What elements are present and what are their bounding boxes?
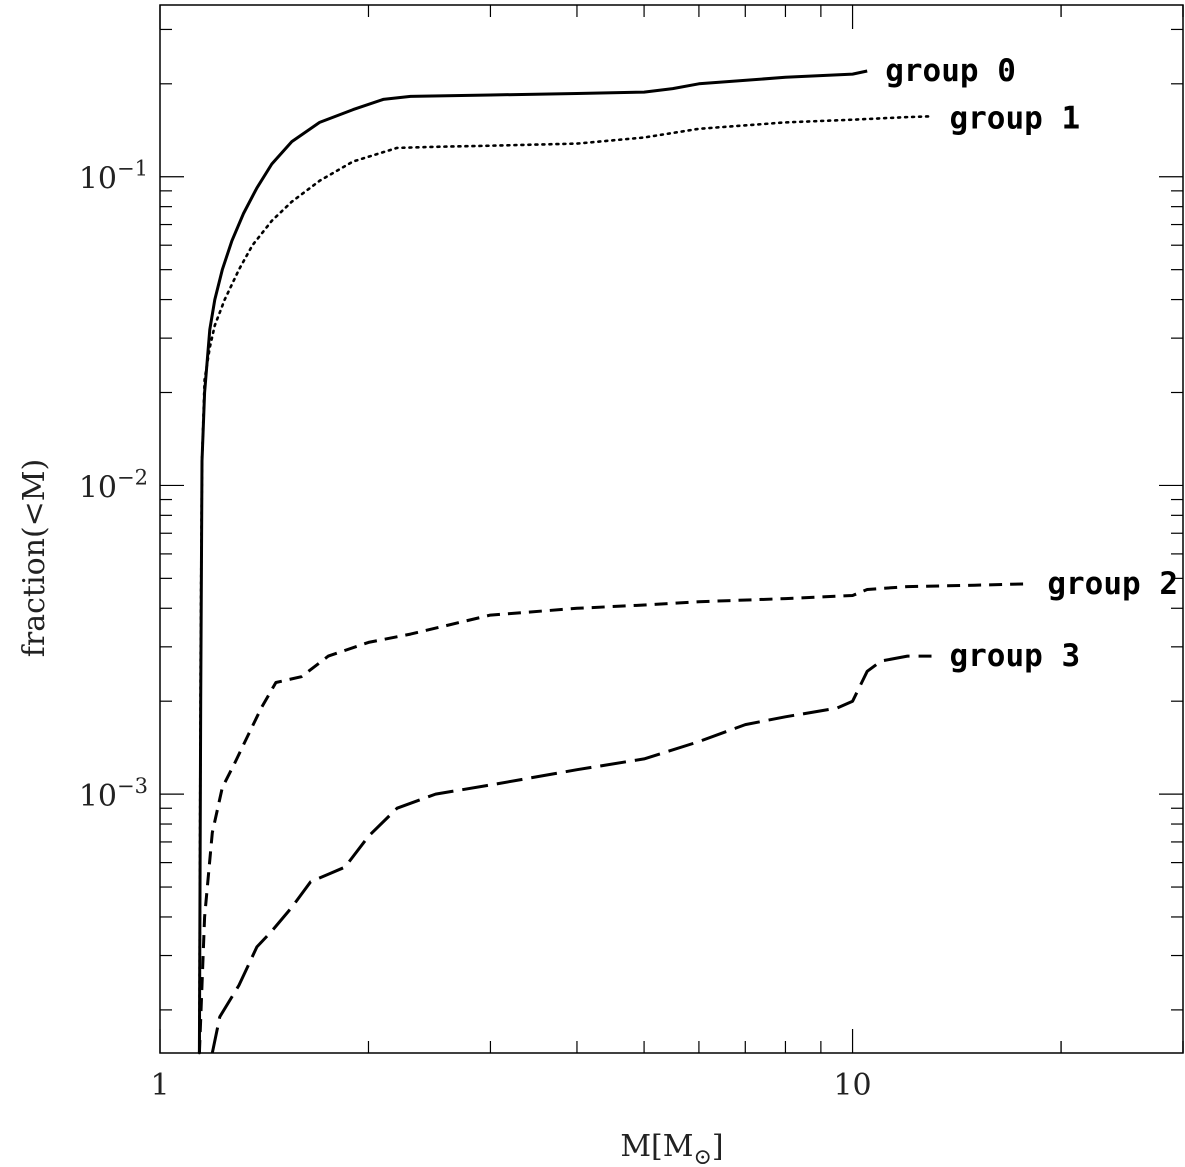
- series-line-group-1: [198, 115, 933, 1055]
- x-tick-label: 10: [833, 1068, 871, 1103]
- series-line-group-3: [210, 654, 932, 1054]
- x-axis-title: M[M⊙]: [620, 1129, 723, 1167]
- y-tick-label: 10−1: [79, 157, 148, 197]
- series-lines: [197, 69, 1030, 1055]
- y-tick-label: 10−3: [79, 774, 148, 814]
- plot-frame: [159, 4, 1184, 1054]
- plot-border: [159, 4, 1184, 1054]
- series-label-group-3: group 3: [949, 638, 1080, 674]
- series-label-group-1: group 1: [949, 100, 1080, 136]
- series-line-group-2: [197, 582, 1030, 1054]
- series-label-group-2: group 2: [1047, 566, 1178, 602]
- y-axis-title: fraction(<M): [17, 459, 52, 657]
- x-tick-label: 1: [150, 1068, 169, 1103]
- tick-labels: 1 10 10−1 10−2 10−3: [79, 157, 872, 1103]
- series-labels: group 0 group 1 group 2 group 3: [885, 53, 1178, 674]
- series-line-group-0: [197, 69, 868, 1054]
- axis-ticks: [159, 5, 1184, 1053]
- y-tick-label: 10−2: [79, 465, 148, 505]
- series-label-group-0: group 0: [885, 53, 1016, 89]
